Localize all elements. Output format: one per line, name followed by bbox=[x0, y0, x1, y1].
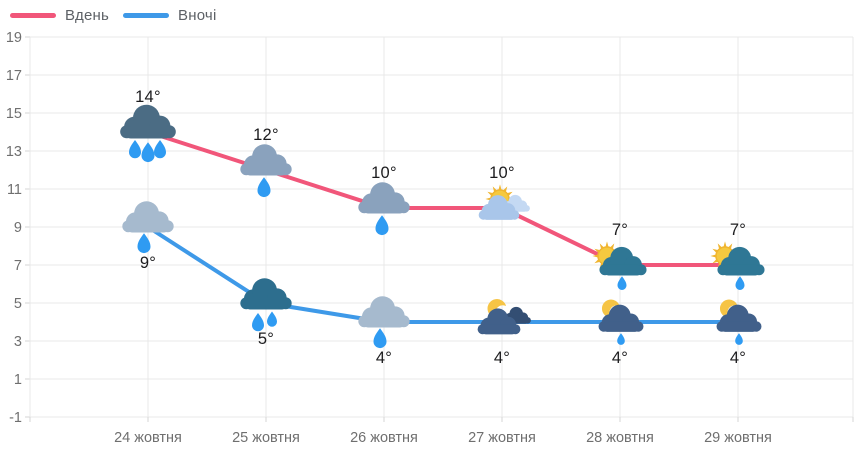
y-axis-label: 7 bbox=[14, 258, 22, 274]
night-weather-icon-moon-cloud-rain bbox=[716, 299, 762, 345]
legend-item-day[interactable]: Вдень bbox=[10, 7, 109, 24]
day-weather-icon-sun-cloud-rain-teal bbox=[710, 241, 765, 290]
day-temperature-line bbox=[146, 130, 740, 267]
night-weather-icon-moon-behind-clouds bbox=[477, 299, 531, 335]
day-temp-label: 7° bbox=[730, 221, 746, 239]
night-temp-label: 4° bbox=[376, 349, 392, 367]
day-temp-label: 12° bbox=[253, 126, 279, 144]
night-weather-icon-cloud-rain-light bbox=[122, 201, 174, 254]
day-weather-icon-cloud-rain-medium bbox=[240, 144, 292, 198]
y-axis-label: 5 bbox=[14, 296, 22, 312]
day-weather-icon-sun-cloud-rain-teal bbox=[592, 241, 647, 290]
day-weather-icon-cloud-rain-medium bbox=[358, 182, 410, 236]
legend-day-label: Вдень bbox=[65, 7, 110, 24]
x-axis-label: 27 жовтня bbox=[468, 430, 536, 446]
y-axis-label: 1 bbox=[14, 372, 22, 388]
day-line-swatch bbox=[10, 13, 56, 18]
y-axis-label: 9 bbox=[14, 220, 22, 236]
night-temp-label: 4° bbox=[494, 349, 510, 367]
night-temp-label: 4° bbox=[730, 349, 746, 367]
night-weather-icon-cloud-rain-light bbox=[358, 296, 410, 349]
y-axis-label: 3 bbox=[14, 334, 22, 350]
y-axis-label: 15 bbox=[6, 106, 22, 122]
legend-night-label: Вночі bbox=[178, 7, 217, 24]
x-axis-label: 26 жовтня bbox=[350, 430, 418, 446]
y-axis-label: 19 bbox=[6, 30, 22, 46]
day-weather-icon-cloud-heavy-rain-dark bbox=[120, 104, 176, 163]
night-line-swatch bbox=[123, 13, 170, 18]
night-temperature-line bbox=[146, 225, 740, 324]
x-axis-label: 28 жовтня bbox=[586, 430, 654, 446]
y-axis-label: 17 bbox=[6, 68, 22, 84]
y-axis-label: -1 bbox=[9, 410, 22, 426]
y-axis-label: 11 bbox=[7, 182, 22, 198]
chart-legend: Вдень Вночі bbox=[10, 7, 216, 24]
night-temp-label: 5° bbox=[258, 330, 274, 348]
night-temp-label: 4° bbox=[612, 349, 628, 367]
x-axis-label: 24 жовтня bbox=[114, 430, 182, 446]
night-weather-icon-cloud-heavy-rain-teal bbox=[240, 278, 292, 332]
night-weather-icon-moon-cloud-rain bbox=[598, 299, 644, 345]
day-temp-label: 10° bbox=[489, 164, 515, 182]
y-axis-label: 13 bbox=[6, 144, 22, 160]
day-temp-label: 7° bbox=[612, 221, 628, 239]
legend-item-night[interactable]: Вночі bbox=[123, 7, 216, 24]
day-weather-icon-sun-behind-cloud bbox=[478, 184, 530, 220]
day-temp-label: 14° bbox=[135, 88, 161, 106]
day-temp-label: 10° bbox=[371, 164, 397, 182]
x-axis-label: 29 жовтня bbox=[704, 430, 772, 446]
x-axis-label: 25 жовтня bbox=[232, 430, 300, 446]
night-temp-label: 9° bbox=[140, 254, 156, 272]
